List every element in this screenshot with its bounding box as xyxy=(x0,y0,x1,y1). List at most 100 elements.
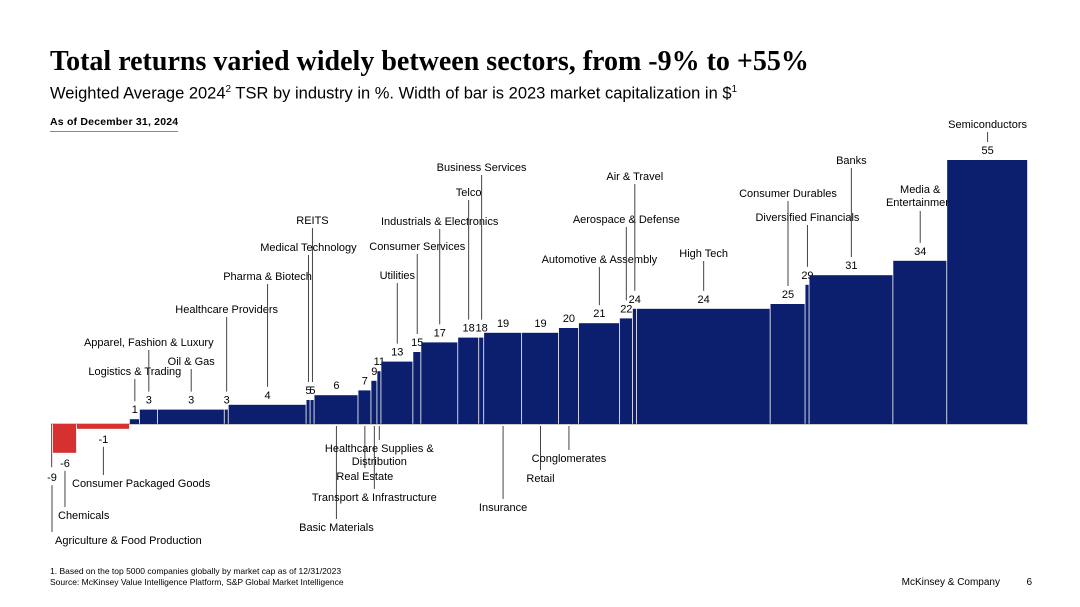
bar-diversified-financials xyxy=(805,284,809,424)
subtitle-rest: TSR by industry in %. Width of bar is 20… xyxy=(231,84,732,103)
category-label-oil-gas: Oil & Gas xyxy=(168,356,216,368)
value-label-telco: 18 xyxy=(463,323,475,335)
category-label-consumer-packaged-goods: Consumer Packaged Goods xyxy=(72,478,211,490)
brand-name: McKinsey & Company xyxy=(901,577,1000,588)
bar-logistics-trading xyxy=(129,419,140,424)
value-label-oil-gas: 3 xyxy=(188,395,194,407)
value-label-conglomerates: 20 xyxy=(563,313,575,325)
category-label-banks: Banks xyxy=(836,155,867,167)
bar-air-travel xyxy=(632,308,637,424)
value-label-reits: 5 xyxy=(309,385,315,397)
bar-oil-gas xyxy=(157,409,224,424)
category-label-real-estate: Real Estate xyxy=(336,471,393,483)
category-label-business-services: Business Services xyxy=(437,162,527,174)
bar-medical-technology xyxy=(306,400,310,424)
bar-consumer-services xyxy=(413,352,421,424)
subtitle-main: Weighted Average 2024 xyxy=(50,84,226,103)
bar-conglomerates xyxy=(558,328,579,424)
category-label-agriculture-food-production: Agriculture & Food Production xyxy=(55,535,202,547)
category-label-high-tech: High Tech xyxy=(679,248,728,260)
category-label-telco: Telco xyxy=(456,187,482,199)
bar-utilities xyxy=(381,361,413,424)
value-label-media-entertainment: 34 xyxy=(914,246,926,258)
bar-telco xyxy=(458,337,479,424)
subtitle-footnote-ref: 2 xyxy=(225,84,232,95)
value-label-retail: 19 xyxy=(534,318,546,330)
category-label-logistics-trading: Logistics & Trading xyxy=(88,366,181,378)
bar-aerospace-defense xyxy=(619,318,633,424)
value-label-apparel-fashion-luxury: 3 xyxy=(146,395,152,407)
category-label-consumer-services: Consumer Services xyxy=(369,241,465,253)
category-label-retail: Retail xyxy=(526,473,554,485)
category-label-chemicals: Chemicals xyxy=(58,510,110,522)
value-label-consumer-services: 15 xyxy=(411,337,423,349)
bar-real-estate xyxy=(358,390,371,424)
bar-pharma-biotech xyxy=(228,404,306,424)
value-label-automotive-assembly: 21 xyxy=(593,308,605,320)
value-label-insurance: 19 xyxy=(497,318,509,330)
bar-transport-infrastructure xyxy=(371,380,377,424)
footnote: 1. Based on the top 5000 companies globa… xyxy=(50,566,342,576)
category-label-diversified-financials: Diversified Financials xyxy=(755,212,859,224)
value-label-consumer-durables: 25 xyxy=(782,289,794,301)
value-label-pharma-biotech: 4 xyxy=(264,390,270,402)
bar-insurance xyxy=(484,332,522,424)
category-label-consumer-durables: Consumer Durables xyxy=(739,188,837,200)
value-label-chemicals: -6 xyxy=(60,458,70,470)
bar-semiconductors xyxy=(947,160,1028,424)
bar-high-tech xyxy=(636,308,770,424)
value-label-transport-infrastructure: 9 xyxy=(371,366,377,378)
page-number: 6 xyxy=(1026,577,1032,588)
category-label-healthcare-providers: Healthcare Providers xyxy=(175,304,278,316)
category-label-semiconductors: Semiconductors xyxy=(948,119,1027,131)
bar-apparel-fashion-luxury xyxy=(139,409,157,424)
value-label-business-services: 18 xyxy=(475,323,487,335)
category-label-media-entertainment: Media & Entertainment xyxy=(886,184,954,209)
bar-banks xyxy=(809,275,893,424)
category-label-basic-materials: Basic Materials xyxy=(299,522,374,534)
value-label-industrials-electronics: 17 xyxy=(434,327,446,339)
bar-business-services xyxy=(479,337,484,424)
value-label-utilities: 13 xyxy=(391,347,403,359)
category-label-reits: REITS xyxy=(296,215,328,227)
bar-reits xyxy=(310,400,314,424)
page-title: Total returns varied widely between sect… xyxy=(50,46,809,77)
value-label-agriculture-food-production: -9 xyxy=(47,472,57,484)
bar-media-entertainment xyxy=(893,260,947,424)
subtitle-footnote-ref-2: 1 xyxy=(731,84,738,95)
category-label-aerospace-defense: Aerospace & Defense xyxy=(573,214,680,226)
source-note: Source: McKinsey Value Intelligence Plat… xyxy=(50,577,344,587)
category-label-air-travel: Air & Travel xyxy=(606,171,663,183)
value-label-aerospace-defense: 22 xyxy=(620,303,632,315)
category-label-healthcare-supplies-distribution: Healthcare Supplies & Distribution xyxy=(325,443,435,468)
value-label-real-estate: 7 xyxy=(362,375,368,387)
bar-basic-materials xyxy=(314,395,358,424)
value-label-air-travel: 24 xyxy=(629,294,641,306)
bar-consumer-durables xyxy=(770,304,805,424)
bar-consumer-packaged-goods xyxy=(76,424,130,429)
category-label-automotive-assembly: Automotive & Assembly xyxy=(542,254,658,266)
category-label-utilities: Utilities xyxy=(380,270,416,282)
value-label-high-tech: 24 xyxy=(698,294,710,306)
chart-subtitle: Weighted Average 20242 TSR by industry i… xyxy=(50,84,737,104)
category-label-transport-infrastructure: Transport & Infrastructure xyxy=(312,492,437,504)
bar-healthcare-providers xyxy=(224,409,228,424)
bar-healthcare-supplies-distribution xyxy=(377,371,381,424)
bar-retail xyxy=(522,332,559,424)
value-label-healthcare-supplies-distribution: 11 xyxy=(374,356,385,368)
category-label-pharma-biotech: Pharma & Biotech xyxy=(223,271,312,283)
bar-chemicals xyxy=(52,424,77,453)
category-label-apparel-fashion-luxury: Apparel, Fashion & Luxury xyxy=(84,337,214,349)
bar-industrials-electronics xyxy=(421,342,458,424)
value-label-consumer-packaged-goods: -1 xyxy=(99,434,109,446)
category-label-industrials-electronics: Industrials & Electronics xyxy=(381,216,499,228)
value-label-semiconductors: 55 xyxy=(981,145,993,157)
value-label-logistics-trading: 1 xyxy=(132,404,138,416)
category-label-medical-technology: Medical Technology xyxy=(260,242,357,254)
value-label-banks: 31 xyxy=(845,260,857,272)
bar-automotive-assembly xyxy=(578,323,620,424)
value-label-healthcare-providers: 3 xyxy=(224,395,230,407)
value-label-medical-technology: 5 xyxy=(305,385,311,397)
category-label-insurance: Insurance xyxy=(479,502,527,514)
